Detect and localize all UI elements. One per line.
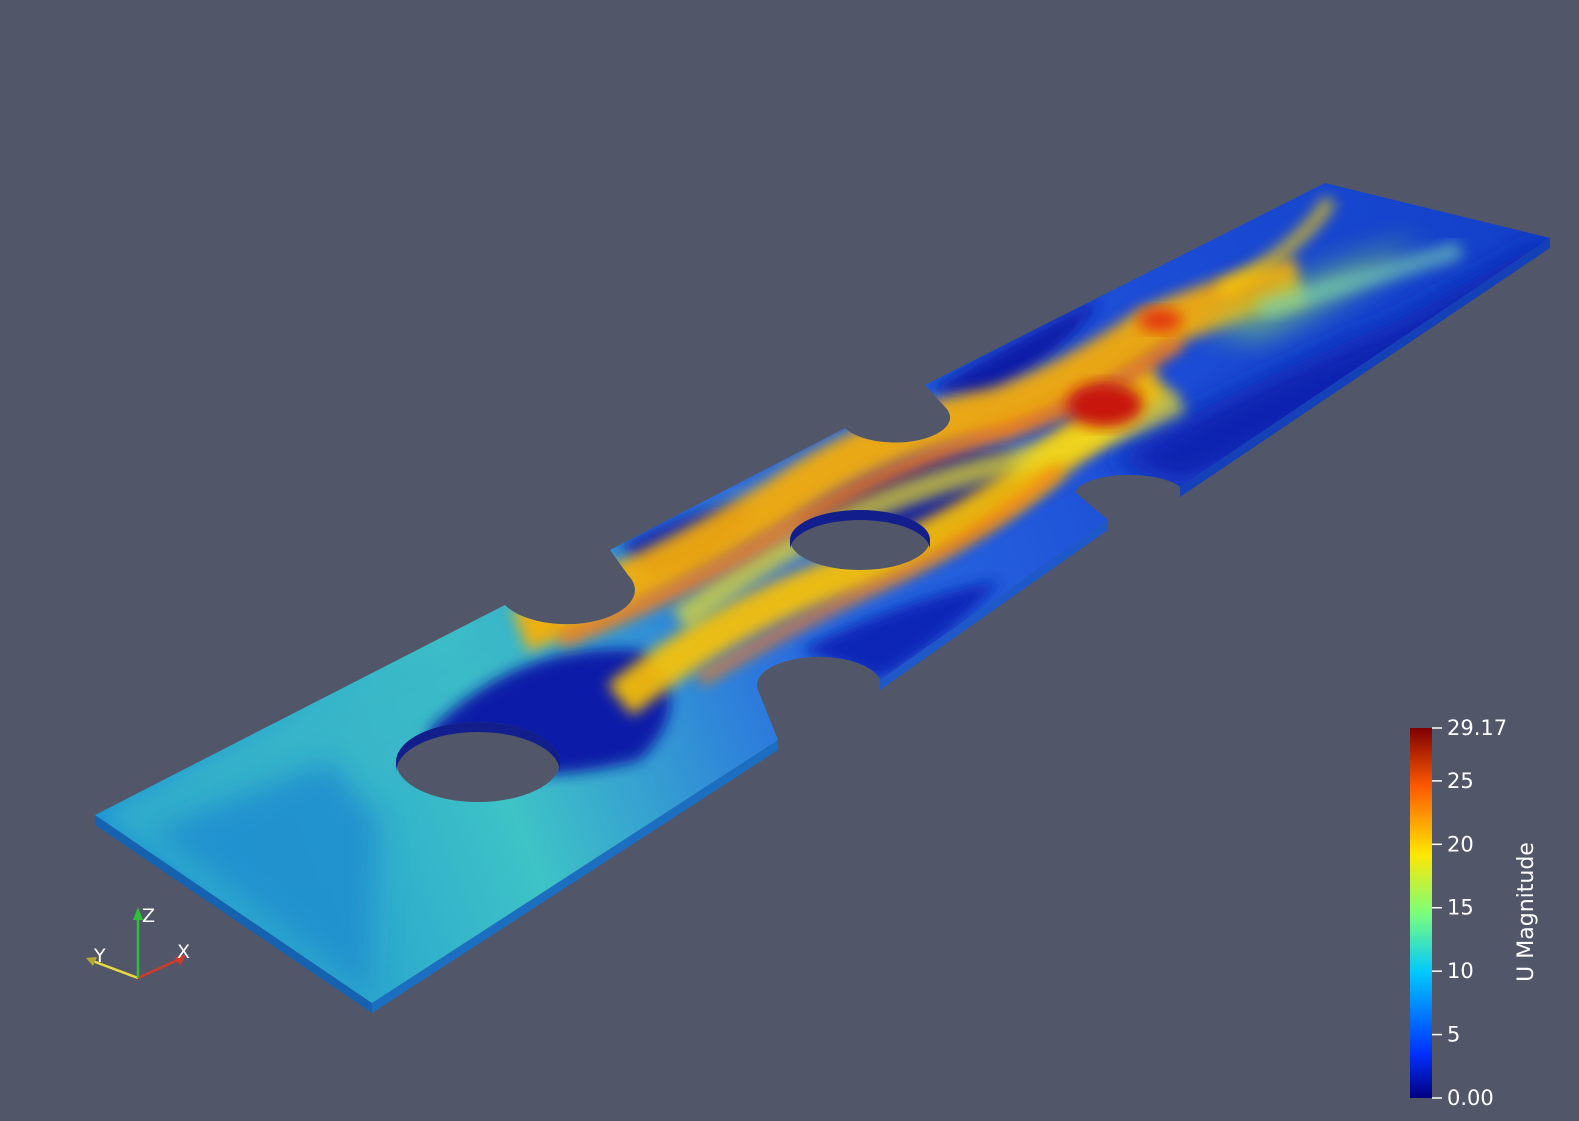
y-axis-arrow (86, 957, 97, 966)
orientation-axes: X Y Z (86, 905, 190, 980)
cylinder-hole-2 (790, 510, 930, 570)
color-legend-title: U Magnitude (1514, 842, 1539, 982)
color-legend-tick-label: 29.17 (1447, 716, 1507, 740)
x-axis-line (137, 956, 183, 980)
color-legend-tick-label: 10 (1447, 959, 1474, 983)
z-axis-label: Z (142, 905, 155, 927)
color-legend-bar (1410, 728, 1432, 1098)
cylinder-hole-1 (396, 722, 560, 802)
color-legend-tick-label: 5 (1447, 1023, 1460, 1047)
plate-sides (95, 238, 1550, 1013)
color-legend-tick-label: 15 (1447, 896, 1474, 920)
x-axis-arrow (175, 955, 186, 966)
color-legend-tick-label: 25 (1447, 769, 1474, 793)
y-axis-line (89, 958, 139, 980)
color-legend-tick-label: 20 (1447, 832, 1474, 856)
x-axis-label: X (177, 941, 190, 963)
z-axis-arrow (133, 907, 143, 920)
color-legend[interactable]: 0.00 5 10 15 20 25 29.17 U Magnitude (1410, 716, 1539, 1110)
color-legend-tick-label: 0.00 (1447, 1086, 1494, 1110)
y-axis-label: Y (93, 945, 106, 967)
velocity-field-surface[interactable] (80, 170, 1560, 1020)
color-legend-ticks: 0.00 5 10 15 20 25 29.17 (1432, 716, 1507, 1110)
